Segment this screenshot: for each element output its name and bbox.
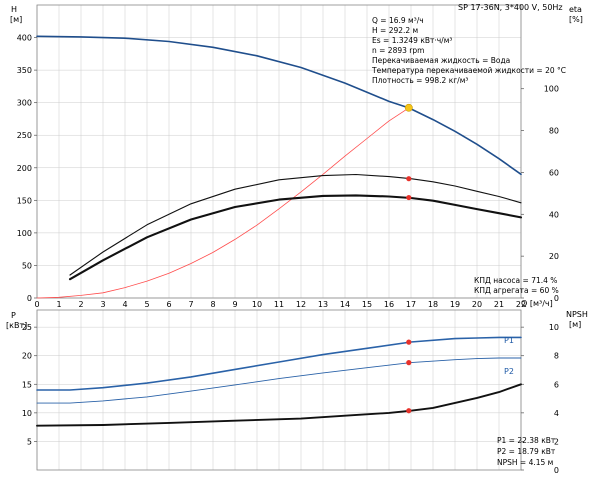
duty-point-marker <box>404 103 413 112</box>
y-right-tick-label: 2 <box>554 437 559 446</box>
series-line-system <box>36 107 410 299</box>
y-right-tick-label: 0 <box>554 466 559 474</box>
x-tick-label: 20 <box>472 300 482 309</box>
info-line-temperature: Температура перекачиваемой жидкости = 20… <box>371 66 566 75</box>
info-line-head: H = 292.2 м <box>372 26 418 35</box>
series-layer <box>36 35 523 427</box>
y-left-tick-label: 150 <box>17 196 32 205</box>
x-tick-label: 2 <box>78 300 83 309</box>
operating-point-marker <box>406 176 412 182</box>
x-tick-label: 3 <box>100 300 105 309</box>
y-left-tick-label: 10 <box>22 409 32 418</box>
top-right-axis-unit: [%] <box>569 15 583 24</box>
y-right-tick-label: 0 <box>554 294 559 303</box>
x-tick-label: 14 <box>340 300 350 309</box>
y-right-tick-label: 6 <box>554 380 559 389</box>
x-tick-label: 0 <box>34 300 39 309</box>
y-right-tick-label: 4 <box>554 409 559 418</box>
operating-point-marker <box>406 194 412 201</box>
y-left-tick-label: 20 <box>22 352 32 361</box>
x-tick-label: 12 <box>296 300 306 309</box>
unit-efficiency-text: КПД агрегата = 60 % <box>474 286 559 295</box>
operating-point-marker <box>406 360 412 366</box>
info-line-es: Es = 1.3249 кВт·ч/м³ <box>372 36 452 45</box>
info-line-speed: n = 2893 rpm <box>372 46 424 55</box>
y-left-tick-label: 400 <box>17 34 32 43</box>
bottom-left-axis-unit: [кВт] <box>6 321 27 330</box>
bottom-left-axis-title: P <box>11 311 16 320</box>
y-right-tick-label: 10 <box>549 323 559 332</box>
x-tick-label: 19 <box>450 300 460 309</box>
y-left-tick-label: 5 <box>27 437 32 446</box>
x-tick-label: 1 <box>56 300 61 309</box>
p1-value-text: P1 = 22.38 кВт <box>497 436 556 445</box>
x-tick-label: 18 <box>428 300 438 309</box>
x-tick-label: 11 <box>274 300 284 309</box>
info-line-flow: Q = 16.9 м³/ч <box>372 16 424 25</box>
y-right-tick-label: 8 <box>554 352 559 361</box>
p2-series-label: P2 <box>504 367 514 376</box>
x-tick-label: 10 <box>252 300 262 309</box>
x-tick-label: 22 <box>516 300 526 309</box>
y-left-tick-label: 300 <box>17 99 32 108</box>
x-tick-label: 9 <box>232 300 237 309</box>
x-tick-label: 16 <box>384 300 394 309</box>
axis-layer: 0 1 2 3 4 5 6 7 8 9 10 11 12 13 14 15 16 17 18 19 20 21 220501… <box>17 4 559 475</box>
x-axis-title: Q [м³/ч] <box>521 299 553 308</box>
pump-efficiency-text: КПД насоса = 71.4 % <box>474 276 557 285</box>
bottom-right-axis-unit: [м] <box>569 320 581 329</box>
series-line-eta_thick <box>68 194 523 281</box>
y-left-tick-label: 0 <box>27 294 32 303</box>
plot-frame-0 <box>36 4 522 299</box>
x-tick-label: 4 <box>122 300 127 309</box>
x-tick-label: 13 <box>318 300 328 309</box>
operating-point-marker <box>406 408 412 414</box>
y-left-tick-label: 350 <box>17 66 32 75</box>
y-left-tick-label: 200 <box>17 164 32 173</box>
y-right-tick-label: 40 <box>549 210 559 219</box>
x-tick-label: 17 <box>406 300 416 309</box>
top-left-axis-unit: [м] <box>10 15 22 24</box>
x-tick-label: 6 <box>166 300 171 309</box>
point-layer <box>404 103 413 414</box>
y-right-tick-label: 20 <box>549 252 559 261</box>
y-left-tick-label: 15 <box>22 380 32 389</box>
y-right-tick-label: 60 <box>549 168 559 177</box>
p1-series-label: P1 <box>504 336 514 345</box>
npsh-value-text: NPSH = 4.15 м <box>497 458 553 467</box>
y-left-tick-label: 100 <box>17 229 32 238</box>
y-right-tick-label: 100 <box>544 85 559 94</box>
p2-value-text: P2 = 18.79 кВт <box>497 447 556 456</box>
series-line-head <box>36 35 522 176</box>
x-tick-label: 8 <box>210 300 215 309</box>
top-left-axis-title: H <box>11 5 17 14</box>
y-left-tick-label: 25 <box>22 323 32 332</box>
x-tick-label: 15 <box>362 300 372 309</box>
y-left-tick-label: 50 <box>22 261 32 270</box>
series-line-eta_thin <box>69 173 522 276</box>
series-line-p2 <box>36 357 522 404</box>
info-line-liquid: Перекачиваемая жидкость = Вода <box>372 56 510 65</box>
y-left-tick-label: 250 <box>17 131 32 140</box>
operating-point-marker <box>406 339 412 345</box>
top-right-axis-title: eta <box>569 5 582 14</box>
series-line-npsh <box>36 383 522 427</box>
info-line-density: Плотность = 998.2 кг/м³ <box>372 76 468 85</box>
x-tick-label: 7 <box>188 300 193 309</box>
model-label: SP 17-36N, 3*400 V, 50Hz <box>458 3 563 12</box>
y-right-tick-label: 80 <box>549 127 559 136</box>
series-line-p1 <box>36 336 522 391</box>
x-tick-label: 21 <box>494 300 504 309</box>
bottom-right-axis-title: NPSH <box>566 310 588 319</box>
x-tick-label: 5 <box>144 300 149 309</box>
